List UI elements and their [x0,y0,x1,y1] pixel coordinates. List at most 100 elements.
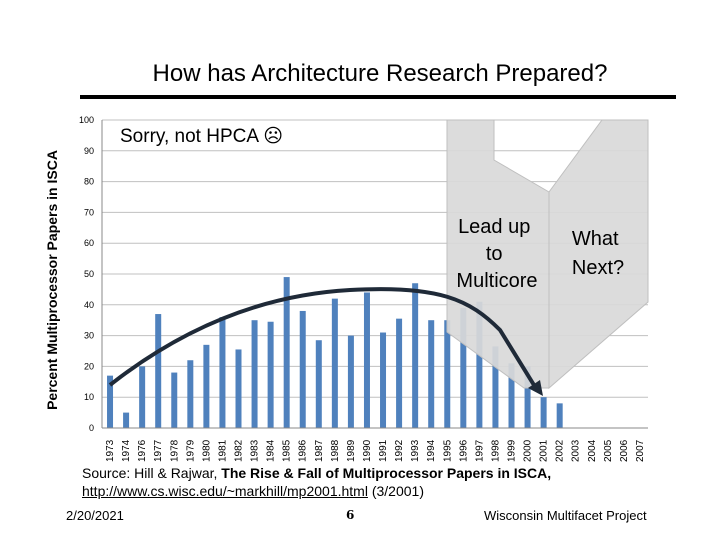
x-tick-label: 1977 [153,439,164,462]
bar-1986 [299,310,306,428]
bar-1998 [492,346,499,428]
x-tick-label: 1997 [474,439,485,462]
trend-arrow [108,287,539,392]
lead-up-line-3: Multicore [456,270,537,292]
y-tick-label: 40 [84,300,94,310]
bar-1989 [347,335,354,428]
x-tick-labels: 1973 1974 1976 1977 1978 1979 1980 1981 1982 1983… [105,439,646,462]
y-tick-label: 0 [89,423,94,433]
title-underline [80,95,676,99]
what-next-line-2: Next? [572,257,624,279]
x-tick-label: 1980 [201,439,212,462]
sorry-annotation: Sorry, not HPCA ☹ [120,126,283,147]
x-tick-label: 2006 [619,439,630,462]
bar-1973 [107,375,114,428]
x-tick-label: 1998 [490,439,501,462]
x-tick-label: 2005 [603,439,614,462]
source-date: (3/2001) [367,483,424,499]
bar-1988 [331,298,338,428]
bar-1981 [219,317,226,428]
y-tick-label: 70 [84,207,94,217]
arrow-shapes [446,119,649,390]
x-tick-label: 1995 [442,439,453,462]
x-tick-label: 1984 [266,439,277,462]
x-tick-label: 1987 [314,439,325,462]
x-tick-label: 1974 [121,439,132,462]
bar-1980 [203,344,210,428]
x-tick-label: 1994 [426,439,437,462]
bar-1997 [476,301,483,428]
bar-1999 [508,363,515,428]
what-next-line-1: What [572,228,619,250]
x-tick-label: 2002 [555,439,566,462]
y-tick-label: 20 [84,361,94,371]
bar-1985 [283,277,290,428]
x-tick-label: 1993 [410,439,421,462]
footer-organization: Wisconsin Multifacet Project [484,508,647,523]
page-number: 6 [346,508,355,522]
bar-1982 [235,349,242,428]
y-tick-label: 80 [84,177,94,187]
source-prefix: Source: Hill & Rajwar, [82,465,222,481]
source-link[interactable]: http://www.cs.wisc.edu/~markhill/mp2001.… [82,483,368,499]
x-tick-label: 1973 [105,439,116,462]
x-tick-label: 1976 [137,439,148,462]
lead-up-line-2: to [486,243,503,265]
x-tick-label: 1988 [330,439,341,462]
x-tick-label: 1981 [217,439,228,462]
x-tick-label: 1986 [298,439,309,462]
bar-1995 [444,320,451,428]
x-tick-label: 1990 [362,439,373,462]
x-tick-label: 1999 [507,439,518,462]
x-tick-label: 1979 [185,439,196,462]
bar-2000 [524,366,531,428]
x-tick-label: 2007 [635,439,646,462]
x-tick-label: 1992 [394,439,405,462]
x-tick-label: 1989 [346,439,357,462]
bar-1994 [428,320,435,428]
y-tick-label: 60 [84,238,94,248]
footer-date: 2/20/2021 [66,508,124,523]
lead-up-line-1: Lead up [458,216,530,238]
lead-up-label: Lead up to Multicore [456,216,537,292]
bar-1991 [380,332,387,428]
y-tick-label: 10 [84,392,94,402]
source-citation: Source: Hill & Rajwar, The Rise & Fall o… [82,464,642,500]
x-tick-label: 1991 [378,439,389,462]
x-tick-label: 2003 [571,439,582,462]
y-tick-labels: 0 10 20 30 40 50 60 70 80 90 100 [79,115,94,433]
bar-1992 [396,318,403,428]
trend-arrowhead [528,380,543,396]
what-next-label: What Next? [572,228,624,279]
y-tick-label: 30 [84,331,94,341]
bar-1993 [412,283,419,428]
bar-1990 [363,292,370,428]
bar-2001 [540,397,547,428]
bar-1976 [139,366,146,428]
x-tick-label: 2001 [539,439,550,462]
bar-1978 [171,372,178,428]
what-next-arrow-shape [548,119,649,390]
bar-1979 [187,360,194,428]
bar-2002 [556,403,563,428]
bar-1987 [315,340,322,428]
x-tick-label: 1985 [282,439,293,462]
bars [107,277,563,428]
x-tick-label: 2004 [587,439,598,462]
slide-title: How has Architecture Research Prepared? [152,60,608,87]
bar-1974 [123,412,130,428]
bar-1983 [251,320,258,428]
y-tick-label: 90 [84,146,94,156]
x-tick-label: 1978 [169,439,180,462]
bar-1977 [155,314,162,428]
x-tick-label: 1983 [250,439,261,462]
y-tick-label: 50 [84,269,94,279]
x-tick-label: 1996 [458,439,469,462]
y-tick-label: 100 [79,115,94,125]
bar-1996 [460,307,467,428]
bar-1984 [267,321,274,428]
source-title: The Rise & Fall of Multiprocessor Papers… [221,465,552,481]
x-tick-label: 1982 [234,439,245,462]
x-tick-label: 2000 [523,439,534,462]
